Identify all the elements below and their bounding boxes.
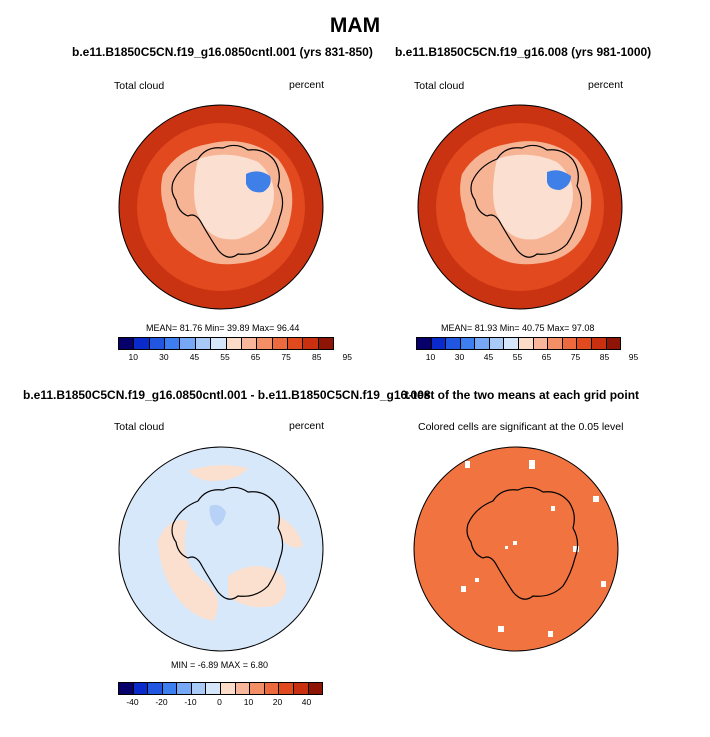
panel-1-stats: MEAN= 81.76 Min= 39.89 Max= 96.44 <box>146 323 300 333</box>
panel-2-map-border <box>417 104 623 310</box>
main-title: MAM <box>329 14 381 37</box>
colorbar-swatch <box>257 338 273 349</box>
colorbar-tick-label: 75 <box>570 352 581 362</box>
colorbar-tick-label: 75 <box>281 352 291 362</box>
colorbar-swatch <box>162 683 178 694</box>
panel-2-title: b.e11.B1850C5CN.f19_g16.008 (yrs 981-100… <box>395 45 652 59</box>
colorbar-swatch <box>417 338 432 349</box>
colorbar-swatch <box>221 683 236 694</box>
colorbar-swatch <box>279 683 294 694</box>
colorbar-swatch <box>180 338 196 349</box>
panel-2-variable-label: Total cloud <box>414 80 465 92</box>
colorbar-swatch <box>577 338 592 349</box>
colorbar-swatch <box>195 338 212 349</box>
colorbar-swatch <box>504 338 520 349</box>
panel-3-title: b.e11.B1850C5CN.f19_g16.0850cntl.001 - b… <box>23 388 431 402</box>
colorbar-swatch <box>318 338 334 349</box>
panel-2-stats: MEAN= 81.93 Min= 40.75 Max= 97.08 <box>441 323 595 333</box>
colorbar-tick-label: 85 <box>311 352 322 362</box>
colorbar-tick-label: -10 <box>184 697 197 707</box>
colorbar-tick-label: -20 <box>155 697 168 707</box>
colorbar-tick-label: 65 <box>250 352 261 362</box>
colorbar-swatch <box>287 338 304 349</box>
panel-2-colorbar <box>416 337 621 350</box>
colorbar-swatch <box>606 338 621 349</box>
panel-3-colorbar <box>118 682 323 695</box>
panel-4-map-border <box>413 446 619 652</box>
panel-4-insignificant-cells <box>461 460 606 637</box>
panel-3-map-border <box>118 446 324 652</box>
colorbar-swatch <box>119 338 135 349</box>
colorbar-tick-label: 10 <box>243 697 254 707</box>
colorbar-swatch <box>119 683 134 694</box>
colorbar-tick-label: 10 <box>425 352 436 362</box>
panel-3-stats: MIN = -6.89 MAX = 6.80 <box>171 660 269 670</box>
colorbar-swatch <box>431 338 447 349</box>
colorbar-swatch <box>489 338 505 349</box>
colorbar-tick-label: 65 <box>541 352 552 362</box>
colorbar-tick-label: 40 <box>301 697 312 707</box>
panel-4-title: t-test of the two means at each grid poi… <box>405 388 640 402</box>
colorbar-swatch <box>548 338 563 349</box>
colorbar-swatch <box>206 683 222 694</box>
colorbar-swatch <box>235 683 251 694</box>
colorbar-swatch <box>591 338 607 349</box>
colorbar-tick-label: 20 <box>272 697 283 707</box>
colorbar-tick-label: 30 <box>454 352 465 362</box>
panel-3-map-field <box>119 447 323 651</box>
colorbar-swatch <box>519 338 534 349</box>
colorbar-swatch <box>460 338 476 349</box>
panel-3-variable-label: Total cloud <box>114 421 165 433</box>
colorbar-swatch <box>226 338 242 349</box>
colorbar-swatch <box>211 338 227 349</box>
colorbar-tick-label: 0 <box>217 697 222 707</box>
panel-4-polar-map <box>413 446 619 652</box>
panel-2-polar-map <box>417 104 623 310</box>
panel-1-title: b.e11.B1850C5CN.f19_g16.0850cntl.001 (yr… <box>72 45 373 59</box>
panel-1-units-label: percent <box>289 79 325 91</box>
colorbar-swatch <box>250 683 265 694</box>
colorbar-tick-label: 55 <box>220 352 230 362</box>
colorbar-swatch <box>264 683 280 694</box>
colorbar-swatch <box>446 338 461 349</box>
colorbar-swatch <box>533 338 549 349</box>
colorbar-swatch <box>562 338 578 349</box>
colorbar-tick-label: 45 <box>189 352 200 362</box>
panel-4-subtitle: Colored cells are significant at the 0.0… <box>418 421 624 433</box>
colorbar-tick-label: 95 <box>628 352 639 362</box>
colorbar-swatch <box>308 683 323 694</box>
colorbar-swatch <box>272 338 288 349</box>
colorbar-swatch <box>177 683 192 694</box>
colorbar-swatch <box>475 338 490 349</box>
panel-4-map-field <box>414 447 618 651</box>
colorbar-tick-label: 45 <box>483 352 494 362</box>
colorbar-swatch <box>303 338 319 349</box>
panel-3-units-label: percent <box>289 420 325 432</box>
panel-1-polar-map <box>118 104 324 310</box>
colorbar-tick-label: 55 <box>512 352 523 362</box>
colorbar-swatch <box>148 683 163 694</box>
panel-2-units-label: percent <box>588 79 624 91</box>
colorbar-swatch <box>149 338 166 349</box>
colorbar-tick-label: -40 <box>126 697 139 707</box>
colorbar-tick-label: 30 <box>159 352 169 362</box>
panel-3-polar-map <box>118 446 324 652</box>
colorbar-swatch <box>241 338 258 349</box>
colorbar-tick-label: 10 <box>128 352 139 362</box>
panel-1-map-border <box>118 104 324 310</box>
panel-2-map-field <box>418 105 622 309</box>
colorbar-swatch <box>134 338 150 349</box>
panel-1-colorbar <box>118 337 334 350</box>
panel-1-map-field <box>119 105 323 309</box>
colorbar-swatch <box>133 683 149 694</box>
colorbar-swatch <box>165 338 181 349</box>
colorbar-swatch <box>293 683 309 694</box>
colorbar-tick-label: 85 <box>599 352 610 362</box>
colorbar-tick-label: 95 <box>342 352 353 362</box>
colorbar-swatch <box>191 683 207 694</box>
panel-1-variable-label: Total cloud <box>114 80 165 92</box>
